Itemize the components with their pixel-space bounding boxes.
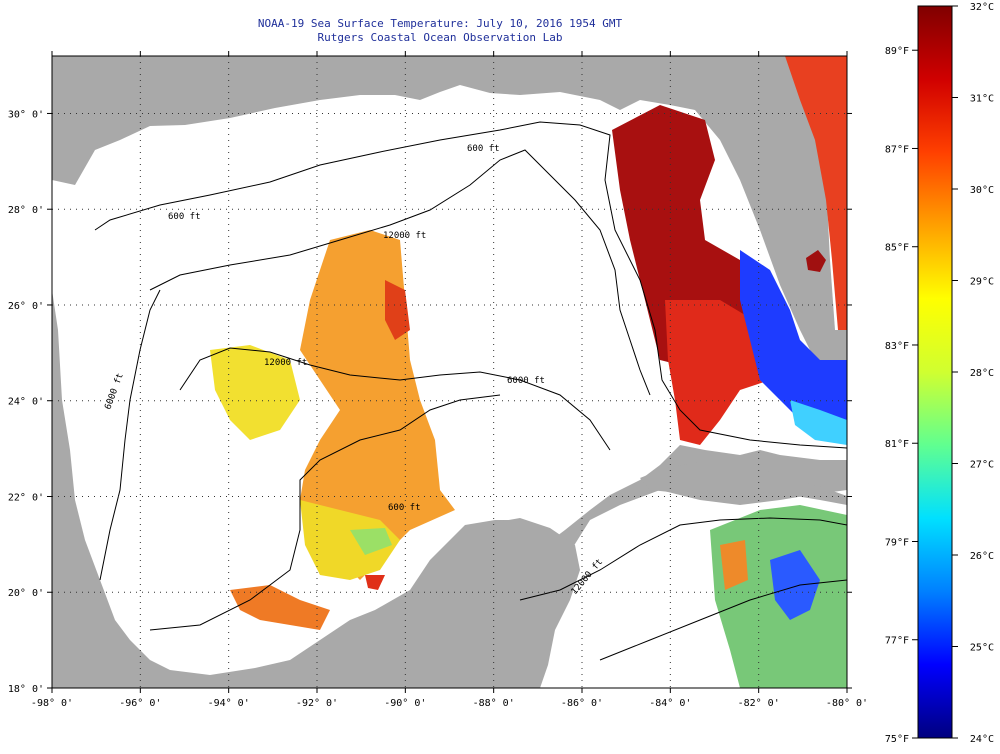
colorbar-f-label: 87°F <box>885 144 909 155</box>
sst-patch-central-gulf-orange <box>300 230 455 580</box>
lat-label: 28° 0' <box>8 205 44 216</box>
contour-label: 12000 ft <box>383 231 426 241</box>
colorbar <box>917 5 953 739</box>
cuba-island <box>640 462 847 505</box>
sst-patch-lake-okeechobee <box>806 250 826 272</box>
colorbar-f-label: 79°F <box>885 537 909 548</box>
contour-caribbean-deep <box>599 579 847 661</box>
sst-patch-bay-campeche-red <box>365 575 385 590</box>
colorbar-fahrenheit-labels: 89°F 87°F 85°F 83°F 81°F 79°F 77°F 75°F <box>885 46 918 745</box>
contour-label: 6000 ft <box>507 376 545 386</box>
colorbar-f-label: 83°F <box>885 341 909 352</box>
contour-label: 600 ft <box>168 212 201 222</box>
latitude-labels: 30° 0' 28° 0' 26° 0' 24° 0' 22° 0' 20° 0' 18° … <box>8 109 44 695</box>
contour-western-shelf <box>99 289 161 581</box>
sst-patch-campeche-yellow <box>300 500 400 580</box>
sst-patch-caribbean-warm <box>720 540 748 590</box>
longitude-labels: -98° 0' -96° 0' -94° 0' -92° 0' -90° 0' -88° … <box>31 698 868 709</box>
colorbar-c-label: 24°C <box>970 734 994 745</box>
sst-patch-keys-cyan <box>790 400 847 445</box>
map-subtitle: Rutgers Coastal Ocean Observation Lab <box>317 31 563 44</box>
contour-600ft <box>94 121 847 449</box>
colorbar-c-label: 26°C <box>970 551 994 562</box>
lat-label: 24° 0' <box>8 397 44 408</box>
yucatan-peninsula <box>440 518 580 688</box>
sst-patch-central-gulf-red <box>385 280 410 340</box>
colorbar-c-label: 25°C <box>970 643 994 654</box>
contour-6000ft <box>149 149 651 396</box>
colorbar-c-label: 28°C <box>970 368 994 379</box>
sst-data-layer <box>210 56 847 688</box>
map-frame <box>51 55 848 689</box>
lon-label: -90° 0' <box>384 698 426 709</box>
lon-label: -86° 0' <box>561 698 603 709</box>
lat-label: 30° 0' <box>8 109 44 120</box>
colorbar-c-label: 29°C <box>970 277 994 288</box>
colorbar-f-label: 85°F <box>885 243 909 254</box>
map-title: NOAA-19 Sea Surface Temperature: July 10… <box>257 17 623 30</box>
colorbar-c-label: 30°C <box>970 185 994 196</box>
colorbar-c-label: 32°C <box>970 2 994 13</box>
lon-label: -94° 0' <box>208 698 250 709</box>
lat-label: 26° 0' <box>8 301 44 312</box>
colorbar-c-label: 31°C <box>970 94 994 105</box>
lon-label: -92° 0' <box>296 698 338 709</box>
depth-contours <box>94 121 847 661</box>
contour-label: 12000 ft <box>264 358 307 368</box>
contour-caribbean <box>519 517 847 601</box>
contour-label: 600 ft <box>467 144 500 154</box>
lon-label: -88° 0' <box>473 698 515 709</box>
sst-patch-caribbean-blue <box>770 550 820 620</box>
colorbar-f-label: 77°F <box>885 636 909 647</box>
lon-label: -82° 0' <box>738 698 780 709</box>
colorbar-f-label: 81°F <box>885 439 909 450</box>
lon-label: -98° 0' <box>31 698 73 709</box>
sst-patch-western-gulf-yellow <box>210 345 300 440</box>
colorbar-celsius-labels: 32°C 31°C 30°C 29°C 28°C 27°C 26°C 25°C 24°C <box>952 2 994 745</box>
contour-label: 600 ft <box>388 503 421 513</box>
lon-label: -96° 0' <box>119 698 161 709</box>
lat-label: 22° 0' <box>8 492 44 503</box>
graticule <box>52 56 847 688</box>
lat-label: 20° 0' <box>8 588 44 599</box>
colorbar-f-label: 89°F <box>885 46 909 57</box>
colorbar-f-label: 75°F <box>885 734 909 745</box>
sst-patch-campeche-green <box>350 528 392 555</box>
lon-label: -84° 0' <box>649 698 691 709</box>
lon-label: -80° 0' <box>826 698 868 709</box>
contour-12000ft <box>179 347 611 451</box>
sst-patch-atlantic-warm <box>785 56 847 330</box>
colorbar-c-label: 27°C <box>970 460 994 471</box>
sst-patch-florida-keys-cool <box>740 250 847 440</box>
lat-label: 18° 0' <box>8 684 44 695</box>
axis-ticks <box>47 51 852 693</box>
contour-campeche-slope <box>149 394 501 631</box>
